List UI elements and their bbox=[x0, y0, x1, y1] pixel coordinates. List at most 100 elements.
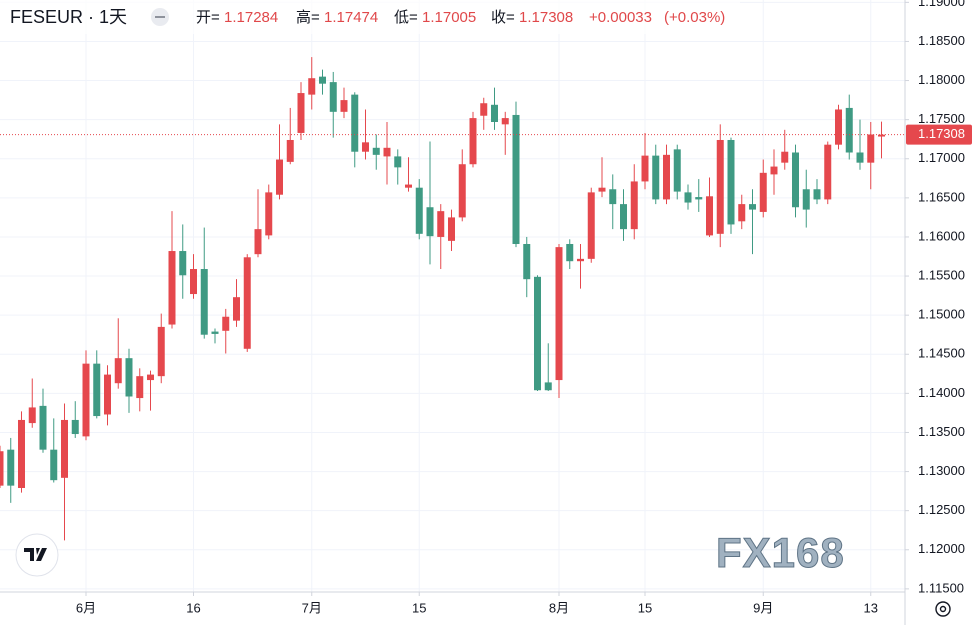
candle-body bbox=[738, 204, 746, 222]
candle-body bbox=[641, 155, 649, 182]
hide-icon[interactable] bbox=[151, 8, 169, 26]
candle-body bbox=[28, 407, 36, 424]
candle-body bbox=[491, 104, 498, 122]
change: +0.00033 bbox=[589, 9, 652, 26]
candle-body bbox=[845, 107, 853, 153]
x-tick-label: 6月 bbox=[76, 600, 96, 615]
candle-body bbox=[415, 187, 423, 234]
candle-body bbox=[480, 103, 488, 116]
high-value: 1.17474 bbox=[324, 9, 378, 26]
x-tick-label: 16 bbox=[186, 600, 200, 615]
candle-body bbox=[190, 269, 197, 295]
candle-body bbox=[93, 363, 101, 417]
y-tick-label: 1.16500 bbox=[918, 189, 965, 204]
candle-body bbox=[716, 139, 724, 234]
candle-body bbox=[856, 152, 864, 163]
candle-body bbox=[448, 217, 455, 241]
candle-body bbox=[609, 189, 617, 205]
close-value: 1.17308 bbox=[519, 9, 573, 26]
x-tick-label: 8月 bbox=[549, 600, 569, 615]
close-label: 收= bbox=[491, 9, 515, 26]
y-tick-label: 1.12500 bbox=[918, 502, 965, 517]
candle-body bbox=[211, 331, 219, 334]
candle-body bbox=[577, 258, 584, 262]
settings-button[interactable] bbox=[935, 601, 951, 617]
y-tick-label: 1.17000 bbox=[918, 150, 965, 165]
x-tick-label: 13 bbox=[864, 600, 878, 615]
y-tick-label: 1.18000 bbox=[918, 72, 965, 87]
candle-body bbox=[512, 114, 520, 244]
candle-body bbox=[308, 78, 316, 95]
last-price-label: 1.17308 bbox=[918, 126, 965, 141]
candle-body bbox=[673, 149, 681, 192]
candle-body bbox=[319, 76, 326, 84]
low-label: 低= bbox=[394, 9, 418, 26]
candle-body bbox=[501, 118, 509, 125]
candle-body bbox=[759, 172, 767, 212]
candle-body bbox=[630, 181, 638, 230]
candle-body bbox=[652, 155, 660, 200]
candle-body bbox=[437, 211, 445, 237]
open-value: 1.17284 bbox=[224, 9, 278, 26]
candle-body bbox=[254, 229, 262, 255]
candle-body bbox=[114, 358, 122, 384]
candle-body bbox=[792, 152, 799, 208]
y-tick-label: 1.12000 bbox=[918, 541, 965, 556]
candle-body bbox=[383, 147, 391, 157]
candle-body bbox=[802, 189, 810, 210]
y-tick-label: 1.14500 bbox=[918, 346, 965, 361]
candle-body bbox=[61, 419, 68, 478]
watermark: FX168 bbox=[716, 529, 845, 576]
last-price-tag bbox=[906, 124, 972, 145]
candle-body bbox=[125, 358, 133, 397]
candle-body bbox=[534, 276, 541, 391]
tv-logo[interactable] bbox=[15, 533, 59, 577]
gear-inner bbox=[939, 605, 947, 613]
candle-body bbox=[104, 374, 111, 415]
candle-body bbox=[351, 94, 359, 152]
candle-body bbox=[749, 204, 756, 210]
x-tick-label: 7月 bbox=[302, 600, 322, 615]
candle-body bbox=[286, 139, 294, 162]
candle-body bbox=[329, 82, 337, 112]
candle-body bbox=[405, 184, 412, 188]
candle-body bbox=[458, 164, 466, 218]
y-tick-label: 1.13500 bbox=[918, 424, 965, 439]
header: FESEUR · 1天 开= 1.17284 高= 1.17474 低= 1.1… bbox=[0, 0, 740, 34]
candle-body bbox=[7, 449, 15, 486]
candle-body bbox=[362, 142, 369, 152]
candle-body bbox=[297, 93, 305, 133]
gear-outer bbox=[935, 601, 951, 617]
candle-body bbox=[168, 251, 176, 325]
candle-body bbox=[222, 316, 230, 331]
candle-body bbox=[867, 134, 875, 163]
x-tick-label: 15 bbox=[412, 600, 426, 615]
candle-body bbox=[265, 192, 273, 236]
axes: 1.11500 1.12000 1.12500 1.13000 1.13500 1.140… bbox=[76, 0, 972, 615]
candle-body bbox=[770, 166, 778, 175]
candle-body bbox=[243, 257, 251, 349]
candle-body bbox=[157, 326, 165, 377]
candle-body bbox=[544, 382, 552, 391]
candle-body bbox=[587, 192, 595, 259]
candle-body bbox=[426, 207, 434, 237]
candle-body bbox=[340, 100, 348, 112]
candle-body bbox=[18, 419, 25, 488]
candle-body bbox=[566, 243, 574, 262]
header-background bbox=[0, 0, 740, 34]
y-tick-label: 1.13000 bbox=[918, 463, 965, 478]
candle-body bbox=[695, 197, 703, 200]
y-tick-label: 1.16000 bbox=[918, 228, 965, 243]
candle-body bbox=[620, 204, 627, 230]
candle-body bbox=[598, 187, 606, 192]
open-label: 开= bbox=[196, 9, 220, 26]
candle-body bbox=[233, 297, 240, 321]
low-value: 1.17005 bbox=[422, 9, 476, 26]
high-label: 高= bbox=[296, 9, 320, 26]
candle-body bbox=[200, 269, 208, 335]
candles bbox=[0, 57, 905, 541]
x-tick-label: 15 bbox=[638, 600, 652, 615]
candle-body bbox=[147, 374, 154, 381]
candle-body bbox=[82, 363, 90, 437]
